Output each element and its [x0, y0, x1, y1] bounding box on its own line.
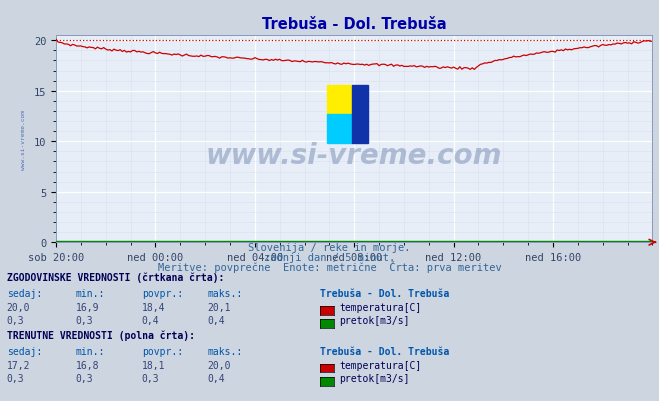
Text: www.si-vreme.com: www.si-vreme.com: [20, 109, 26, 169]
Text: 0,4: 0,4: [208, 373, 225, 383]
Text: 0,4: 0,4: [208, 315, 225, 325]
Text: 18,1: 18,1: [142, 360, 165, 370]
Text: 18,4: 18,4: [142, 302, 165, 312]
Text: 0,3: 0,3: [76, 373, 94, 383]
Text: povpr.:: povpr.:: [142, 346, 183, 356]
Text: 17,2: 17,2: [7, 360, 30, 370]
Text: povpr.:: povpr.:: [142, 288, 183, 298]
Text: www.si-vreme.com: www.si-vreme.com: [206, 142, 502, 170]
Text: temperatura[C]: temperatura[C]: [339, 302, 422, 312]
Text: maks.:: maks.:: [208, 288, 243, 298]
Text: Trebuša - Dol. Trebuša: Trebuša - Dol. Trebuša: [320, 288, 449, 298]
Text: temperatura[C]: temperatura[C]: [339, 360, 422, 370]
Text: pretok[m3/s]: pretok[m3/s]: [339, 373, 410, 383]
FancyBboxPatch shape: [327, 115, 352, 144]
Text: 0,3: 0,3: [142, 373, 159, 383]
Text: zadnji dan / 5 minut.: zadnji dan / 5 minut.: [264, 253, 395, 263]
Text: 0,3: 0,3: [7, 315, 24, 325]
Text: 20,0: 20,0: [208, 360, 231, 370]
Text: sedaj:: sedaj:: [7, 346, 42, 356]
Title: Trebuša - Dol. Trebuša: Trebuša - Dol. Trebuša: [262, 17, 447, 32]
Text: TRENUTNE VREDNOSTI (polna črta):: TRENUTNE VREDNOSTI (polna črta):: [7, 330, 194, 340]
Text: ZGODOVINSKE VREDNOSTI (črtkana črta):: ZGODOVINSKE VREDNOSTI (črtkana črta):: [7, 272, 224, 283]
Text: min.:: min.:: [76, 346, 105, 356]
Text: 16,8: 16,8: [76, 360, 100, 370]
Text: maks.:: maks.:: [208, 346, 243, 356]
Text: sedaj:: sedaj:: [7, 288, 42, 298]
Text: Meritve: povprečne  Enote: metrične  Črta: prva meritev: Meritve: povprečne Enote: metrične Črta:…: [158, 261, 501, 273]
Text: Slovenija / reke in morje.: Slovenija / reke in morje.: [248, 243, 411, 253]
Text: 20,0: 20,0: [7, 302, 30, 312]
Text: 0,3: 0,3: [76, 315, 94, 325]
Text: min.:: min.:: [76, 288, 105, 298]
Text: 0,4: 0,4: [142, 315, 159, 325]
Text: 20,1: 20,1: [208, 302, 231, 312]
Text: 0,3: 0,3: [7, 373, 24, 383]
FancyBboxPatch shape: [352, 86, 368, 144]
Text: 16,9: 16,9: [76, 302, 100, 312]
Text: pretok[m3/s]: pretok[m3/s]: [339, 315, 410, 325]
FancyBboxPatch shape: [327, 86, 352, 115]
Text: Trebuša - Dol. Trebuša: Trebuša - Dol. Trebuša: [320, 346, 449, 356]
